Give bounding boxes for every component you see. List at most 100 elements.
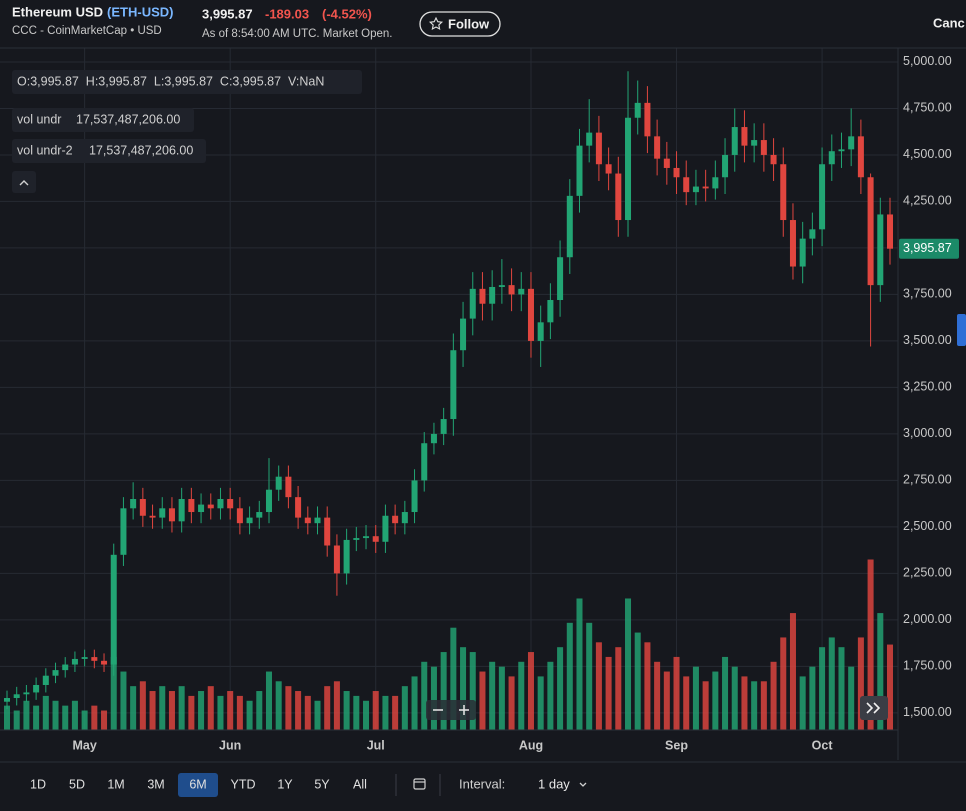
candle-body — [508, 285, 515, 295]
follow-button[interactable]: Follow — [419, 11, 501, 37]
candle-body — [751, 140, 758, 146]
calendar-icon — [413, 778, 426, 790]
candle-body — [644, 102, 651, 137]
volume-bar — [91, 705, 98, 730]
candle-body — [295, 497, 302, 518]
candle-body — [857, 136, 864, 178]
asset-symbol: (ETH-USD) — [107, 4, 173, 19]
candle-body — [285, 476, 292, 498]
double-chevron — [866, 702, 881, 714]
volume-bar — [838, 647, 845, 730]
volume-bar — [52, 700, 59, 730]
volume-bar — [877, 613, 884, 730]
y-tick-label: 4,500.00 — [903, 147, 952, 161]
volume-bar — [81, 710, 88, 730]
volume-bar — [673, 656, 680, 730]
volume-bar — [295, 691, 302, 730]
candle-body — [343, 539, 350, 574]
candle-body — [372, 536, 379, 542]
candle-body — [198, 504, 205, 513]
volume-bar — [33, 705, 40, 730]
candle-body — [149, 515, 156, 518]
candle-body — [324, 517, 331, 546]
range-button[interactable]: All — [353, 777, 367, 791]
y-tick-label: 1,500.00 — [903, 705, 952, 719]
range-button[interactable]: 5Y — [314, 777, 330, 791]
candle-body — [363, 536, 370, 539]
range-button[interactable]: 1D — [30, 777, 46, 791]
volume-bar — [3, 705, 11, 730]
candle-body — [848, 136, 855, 150]
range-button[interactable]: 1Y — [277, 777, 293, 791]
candle-body — [731, 127, 738, 155]
volume-bar — [527, 652, 534, 730]
follow-label[interactable]: Follow — [448, 16, 490, 31]
candle-body — [110, 554, 117, 665]
x-tick-label: Sep — [665, 738, 688, 752]
x-tick-label: Jul — [367, 738, 385, 752]
candle-body — [877, 214, 884, 286]
candle-body — [227, 499, 234, 509]
indicator-value: 17,537,487,206.00 — [76, 112, 180, 126]
range-button[interactable]: 1M — [107, 777, 124, 791]
asset-name: Ethereum USD — [12, 4, 103, 19]
volume-bar — [392, 695, 399, 730]
candle-body — [314, 517, 321, 524]
candle-body — [586, 132, 593, 146]
range-button[interactable]: 5D — [69, 777, 85, 791]
range-button[interactable]: 3M — [147, 777, 164, 791]
volume-bar — [547, 661, 554, 730]
volume-bar — [741, 676, 748, 730]
y-tick-label: 5,000.00 — [903, 54, 952, 68]
candle-body — [130, 499, 137, 509]
y-tick-label: 3,500.00 — [903, 333, 952, 347]
volume-bar — [722, 656, 729, 730]
volume-bar — [857, 637, 864, 730]
volume-bar — [508, 676, 515, 730]
volume-bar — [489, 661, 496, 730]
scroll-latest[interactable] — [860, 696, 888, 720]
candle-body — [828, 151, 835, 165]
chart-type[interactable]: Canc — [933, 15, 965, 30]
volume-bar — [625, 598, 632, 730]
candle-body — [557, 257, 564, 301]
interval-value[interactable]: 1 day — [538, 776, 570, 791]
side-tab[interactable] — [957, 314, 966, 346]
volume-bar — [799, 676, 806, 730]
volume-bar — [265, 671, 272, 730]
interval-chevron[interactable] — [579, 782, 587, 787]
range-button[interactable]: YTD — [231, 777, 256, 791]
candle-body — [207, 504, 214, 509]
volume-bar — [819, 647, 826, 730]
zoom-controls[interactable] — [426, 700, 476, 720]
collapse-button[interactable] — [12, 171, 36, 193]
candle-body — [460, 318, 467, 351]
volume-bar — [372, 691, 379, 730]
indicator-name: vol undr-2 — [17, 143, 73, 157]
volume-bar — [236, 695, 243, 730]
candle-body — [304, 517, 311, 524]
y-tick-label: 3,250.00 — [903, 380, 952, 394]
volume-bar — [256, 691, 263, 730]
x-tick-label: Aug — [519, 738, 543, 752]
range-selected — [178, 773, 218, 797]
volume-bar — [324, 686, 331, 730]
candle-body — [256, 512, 263, 518]
candle-body — [702, 186, 709, 189]
volume-bar — [149, 691, 156, 730]
range-button[interactable]: 6M — [189, 777, 206, 791]
y-tick-label: 2,500.00 — [903, 519, 952, 533]
indicator-box — [12, 108, 194, 132]
volume-bar — [440, 652, 447, 730]
candle-body — [421, 443, 428, 481]
candle-body — [139, 499, 146, 516]
candle-body — [401, 512, 408, 524]
volume-bar — [246, 700, 253, 730]
y-tick-label: 2,250.00 — [903, 566, 952, 580]
calendar-button[interactable] — [413, 778, 426, 790]
candle-body — [188, 499, 195, 513]
volume-bar — [479, 671, 486, 730]
volume-bar — [382, 695, 389, 730]
candle-body — [819, 164, 826, 230]
candle-body — [722, 154, 729, 178]
